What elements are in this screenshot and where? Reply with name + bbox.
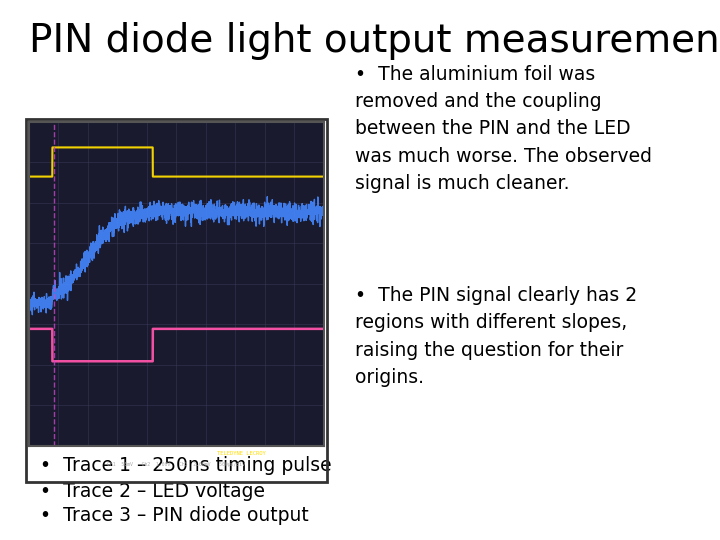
Text: Ch1  50mV   Ch2  1.00V   Ch3  2.00mV   500µs/div: Ch1 50mV Ch2 1.00V Ch3 2.00mV 500µs/div [107,462,246,467]
Text: PIN diode light output measurements: PIN diode light output measurements [29,22,720,59]
Text: •  The aluminium foil was
removed and the coupling
between the PIN and the LED
w: • The aluminium foil was removed and the… [355,65,652,193]
Text: •  Trace 1 – 250ns timing pulse: • Trace 1 – 250ns timing pulse [40,456,331,475]
Text: •  Trace 2 – LED voltage: • Trace 2 – LED voltage [40,482,265,501]
Text: •  Trace 3 – PIN diode output: • Trace 3 – PIN diode output [40,506,308,525]
Text: •  The PIN signal clearly has 2
regions with different slopes,
raising the quest: • The PIN signal clearly has 2 regions w… [355,286,637,387]
Text: TELEDYNE LECROY: TELEDYNE LECROY [217,451,266,456]
